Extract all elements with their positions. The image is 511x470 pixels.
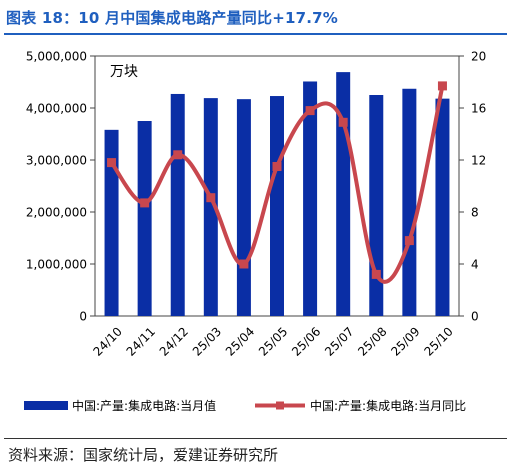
x-tick-label: 25/05 [256, 324, 290, 358]
bar [170, 93, 185, 317]
legend-swatch-bar [24, 401, 68, 410]
left-tick-label: 4,000,000 [26, 102, 87, 116]
x-tick-label: 24/12 [157, 324, 191, 358]
yoy-point [206, 193, 216, 203]
right-tick-label: 4 [471, 258, 479, 272]
yoy-point [173, 150, 183, 160]
yoy-point [371, 269, 381, 279]
left-tick-label: 0 [79, 310, 87, 324]
bar [236, 99, 251, 316]
bar [270, 96, 284, 316]
yoy-point [404, 236, 414, 246]
chart-title: 图表 18：10 月中国集成电路产量同比+17.7% [6, 9, 339, 27]
bar [203, 98, 218, 317]
right-tick-label: 0 [471, 310, 479, 324]
bar [336, 72, 351, 317]
right-tick-label: 8 [471, 206, 479, 220]
right-tick-label: 12 [471, 154, 486, 168]
legend-swatch-marker [276, 401, 284, 410]
yoy-point [305, 106, 315, 116]
yoy-point [272, 162, 282, 171]
legend-label-bar: 中国:产量:集成电路:当月值 [72, 398, 216, 413]
right-tick-label: 20 [471, 50, 486, 64]
legend-label-line: 中国:产量:集成电路:当月同比 [310, 398, 466, 413]
yoy-point [239, 259, 249, 269]
bar [402, 88, 417, 316]
source-note: 资料来源：国家统计局，爱建证券研究所 [8, 446, 279, 464]
left-tick-label: 3,000,000 [26, 154, 87, 168]
x-tick-label: 25/06 [289, 324, 323, 358]
left-tick-label: 2,000,000 [26, 206, 87, 220]
x-tick-label: 25/08 [355, 324, 389, 358]
x-tick-label: 25/04 [223, 324, 257, 358]
bar [104, 129, 119, 316]
yoy-point [107, 158, 117, 168]
x-tick-label: 25/07 [322, 324, 356, 358]
yoy-point [140, 198, 150, 208]
right-tick-label: 16 [471, 102, 486, 116]
yoy-point [437, 81, 447, 91]
bar [435, 98, 450, 316]
x-tick-label: 25/10 [421, 324, 455, 358]
unit-label: 万块 [110, 64, 138, 80]
source-divider [4, 438, 507, 439]
x-tick-label: 24/11 [124, 324, 158, 358]
title-underline [4, 33, 507, 35]
yoy-point [338, 117, 348, 127]
left-tick-label: 1,000,000 [26, 258, 87, 272]
x-tick-label: 24/10 [91, 324, 125, 358]
bar [137, 121, 152, 316]
left-tick-label: 5,000,000 [26, 50, 87, 64]
bar [303, 81, 318, 316]
x-tick-label: 25/09 [388, 324, 422, 358]
x-tick-label: 25/03 [190, 324, 224, 358]
